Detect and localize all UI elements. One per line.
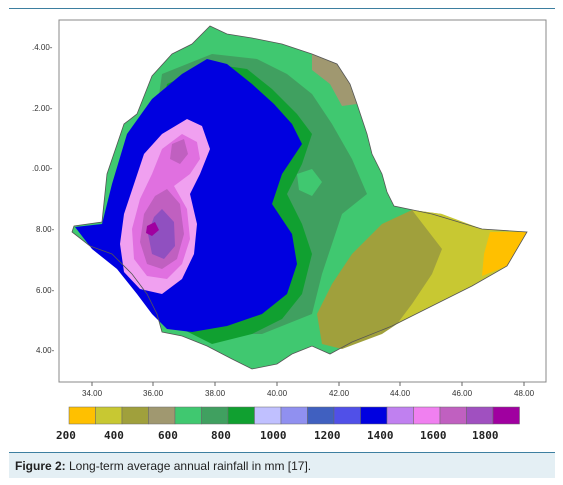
- legend-swatch: [95, 406, 123, 425]
- legend-swatch: [174, 406, 202, 425]
- zone-dark-purple: [146, 222, 159, 236]
- y-tick-label: 4.00-: [36, 346, 55, 355]
- map-panel: .4.00- .2.00- .0.00- 8.00- 6.00- 4.00- 3…: [12, 14, 550, 446]
- legend-color-bar: [68, 406, 520, 425]
- x-tick-label: 38.00: [205, 389, 226, 398]
- x-tick-label: 42.00: [329, 389, 350, 398]
- country-outline: [71, 25, 528, 370]
- legend-swatch: [307, 406, 335, 425]
- zone-khaki-north: [312, 54, 357, 106]
- zone-yellow: [482, 232, 527, 276]
- legend-swatch: [148, 406, 176, 425]
- zone-light-green-patch: [297, 169, 322, 196]
- legend-swatch: [227, 406, 255, 425]
- legend-swatch: [121, 406, 149, 425]
- x-tick-label: 44.00: [390, 389, 411, 398]
- caption-text: Long-term average annual rainfall in mm …: [65, 459, 312, 473]
- legend-label: 200: [56, 429, 76, 442]
- y-tick-label: 6.00-: [36, 286, 55, 295]
- x-axis: 34.00 36.00 38.00 40.00 42.00 44.00 46.0…: [82, 382, 535, 398]
- zone-magenta-north: [170, 139, 188, 164]
- rainfall-map: .4.00- .2.00- .0.00- 8.00- 6.00- 4.00- 3…: [32, 19, 547, 442]
- legend-swatch: [68, 406, 96, 425]
- legend-label: 1000: [260, 429, 287, 442]
- rainfall-zones: [72, 26, 527, 369]
- legend-swatch: [333, 406, 361, 425]
- y-axis: .4.00- .2.00- .0.00- 8.00- 6.00- 4.00-: [32, 43, 55, 355]
- x-tick-label: 46.00: [452, 389, 473, 398]
- y-tick-label: .4.00-: [32, 43, 53, 52]
- y-tick-label: 8.00-: [36, 225, 55, 234]
- legend-swatch: [280, 406, 308, 425]
- figure-caption: Figure 2: Long-term average annual rainf…: [9, 452, 555, 478]
- legend-swatch: [386, 406, 414, 425]
- legend-label: 1800: [472, 429, 499, 442]
- legend-swatch: [201, 406, 229, 425]
- caption-label: Figure 2:: [15, 459, 66, 473]
- legend-swatch: [413, 406, 441, 425]
- legend-swatch: [439, 406, 467, 425]
- y-tick-label: .2.00-: [32, 104, 53, 113]
- legend-label: 400: [104, 429, 124, 442]
- x-tick-label: 40.00: [267, 389, 288, 398]
- zone-violet: [148, 209, 175, 259]
- x-tick-label: 36.00: [143, 389, 164, 398]
- y-tick-label: .0.00-: [32, 164, 53, 173]
- legend-label: 1600: [420, 429, 447, 442]
- legend-labels: 200 400 600 800 1000 1200 1400 1600 1800: [56, 429, 499, 442]
- legend-label: 600: [158, 429, 178, 442]
- legend-label: 800: [211, 429, 231, 442]
- legend-swatch: [360, 406, 388, 425]
- x-tick-label: 48.00: [514, 389, 535, 398]
- legend-label: 1200: [314, 429, 341, 442]
- x-tick-label: 34.00: [82, 389, 103, 398]
- legend-swatch: [254, 406, 282, 425]
- legend-swatch: [492, 406, 520, 425]
- legend-label: 1400: [367, 429, 394, 442]
- legend-swatch: [466, 406, 494, 425]
